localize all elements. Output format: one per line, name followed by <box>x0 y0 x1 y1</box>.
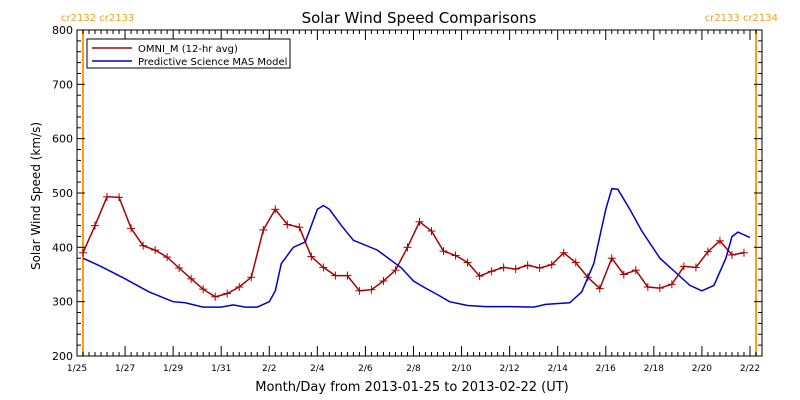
data-point-plus <box>151 246 160 255</box>
x-tick-label: 2/2 <box>262 364 276 374</box>
data-point-plus <box>127 224 136 233</box>
carrington-labels: cr2132 cr2133 cr2133 cr2134 <box>61 13 778 24</box>
data-point-plus <box>691 263 700 272</box>
data-point-plus <box>319 263 328 272</box>
x-axis-ticks: 1/25 1/27 1/29 1/31 2/2 2/4 2/6 2/8 2/10 2/12 2/14… <box>67 30 763 374</box>
data-point-plus <box>355 286 364 295</box>
data-point-plus <box>103 192 112 201</box>
data-point-plus <box>343 271 352 280</box>
series-line-0 <box>82 196 745 298</box>
data-point-plus <box>199 285 208 294</box>
data-point-plus <box>511 265 520 274</box>
carrington-markers <box>82 30 757 356</box>
y-tick-label: 300 <box>52 296 73 309</box>
y-axis-label: Solar Wind Speed (km/s) <box>29 122 43 270</box>
data-point-plus <box>487 267 496 276</box>
data-point-plus <box>619 270 628 279</box>
data-point-plus <box>331 271 340 280</box>
data-point-plus <box>451 251 460 260</box>
data-point-plus <box>679 262 688 271</box>
data-point-plus <box>571 258 580 267</box>
data-point-plus <box>559 248 568 257</box>
x-tick-label: 2/12 <box>500 364 520 374</box>
data-point-plus <box>235 282 244 291</box>
series-line-1 <box>82 187 751 308</box>
data-point-plus <box>439 247 448 256</box>
x-tick-label: 2/8 <box>406 364 421 374</box>
data-point-plus <box>247 273 256 282</box>
x-tick-label: 2/10 <box>451 364 471 374</box>
data-point-plus <box>307 252 316 261</box>
y-tick-label: 800 <box>52 24 73 37</box>
data-point-plus <box>739 248 748 257</box>
data-point-plus <box>655 284 664 293</box>
x-tick-label: 2/20 <box>692 364 712 374</box>
data-point-plus <box>211 292 220 301</box>
data-point-plus <box>631 266 640 275</box>
data-point-plus <box>643 282 652 291</box>
carrington-marker-label: cr2132 cr2133 <box>61 13 134 24</box>
x-tick-label: 1/25 <box>67 364 87 374</box>
data-point-plus <box>427 227 436 236</box>
data-point-plus <box>403 243 412 252</box>
data-point-plus <box>79 248 88 257</box>
x-tick-label: 2/22 <box>740 364 760 374</box>
data-point-plus <box>415 217 424 226</box>
data-point-plus <box>475 272 484 281</box>
data-point-plus <box>607 254 616 263</box>
data-point-plus <box>667 280 676 289</box>
data-point-plus <box>379 277 388 286</box>
x-tick-label: 2/14 <box>548 364 568 374</box>
series-layer <box>79 187 751 308</box>
data-point-plus <box>595 284 604 293</box>
x-tick-label: 2/16 <box>596 364 616 374</box>
data-point-plus <box>463 258 472 267</box>
x-tick-label: 2/6 <box>358 364 373 374</box>
x-tick-label: 1/31 <box>211 364 231 374</box>
data-point-plus <box>727 250 736 259</box>
x-axis-label: Month/Day from 2013-01-25 to 2013-02-22 … <box>255 380 568 395</box>
data-point-plus <box>175 263 184 272</box>
data-point-plus <box>367 285 376 294</box>
data-point-plus <box>391 266 400 275</box>
data-point-plus <box>283 220 292 229</box>
data-point-plus <box>115 193 124 202</box>
data-point-plus <box>547 260 556 269</box>
data-point-plus <box>295 223 304 232</box>
data-point-plus <box>163 253 172 262</box>
data-point-plus <box>703 247 712 256</box>
data-point-plus <box>259 225 268 234</box>
x-tick-label: 1/27 <box>115 364 135 374</box>
data-point-plus <box>223 289 232 298</box>
legend-box <box>86 38 291 69</box>
data-point-plus <box>523 261 532 270</box>
chart-title: Solar Wind Speed Comparisons <box>302 9 537 27</box>
legend: OMNI_M (12-hr avg) Predictive Science MA… <box>86 38 291 69</box>
data-point-plus <box>187 274 196 283</box>
carrington-marker-label: cr2133 cr2134 <box>705 13 778 24</box>
x-tick-label: 1/29 <box>163 364 183 374</box>
data-point-plus <box>499 263 508 272</box>
y-tick-label: 500 <box>52 187 73 200</box>
y-tick-label: 700 <box>52 78 73 91</box>
data-point-plus <box>271 205 280 214</box>
data-point-plus <box>139 241 148 250</box>
plot-frame <box>76 29 763 357</box>
y-tick-label: 400 <box>52 241 73 254</box>
legend-label-mas: Predictive Science MAS Model <box>138 57 287 68</box>
x-tick-label: 2/18 <box>644 364 664 374</box>
data-point-plus <box>91 221 100 230</box>
data-point-plus <box>715 236 724 245</box>
y-axis-ticks: 200 300 400 500 600 700 800 <box>52 24 762 363</box>
y-tick-label: 200 <box>52 350 73 363</box>
data-point-plus <box>535 263 544 272</box>
x-tick-label: 2/4 <box>310 364 325 374</box>
y-tick-label: 600 <box>52 133 73 146</box>
legend-label-omni: OMNI_M (12-hr avg) <box>138 44 238 55</box>
